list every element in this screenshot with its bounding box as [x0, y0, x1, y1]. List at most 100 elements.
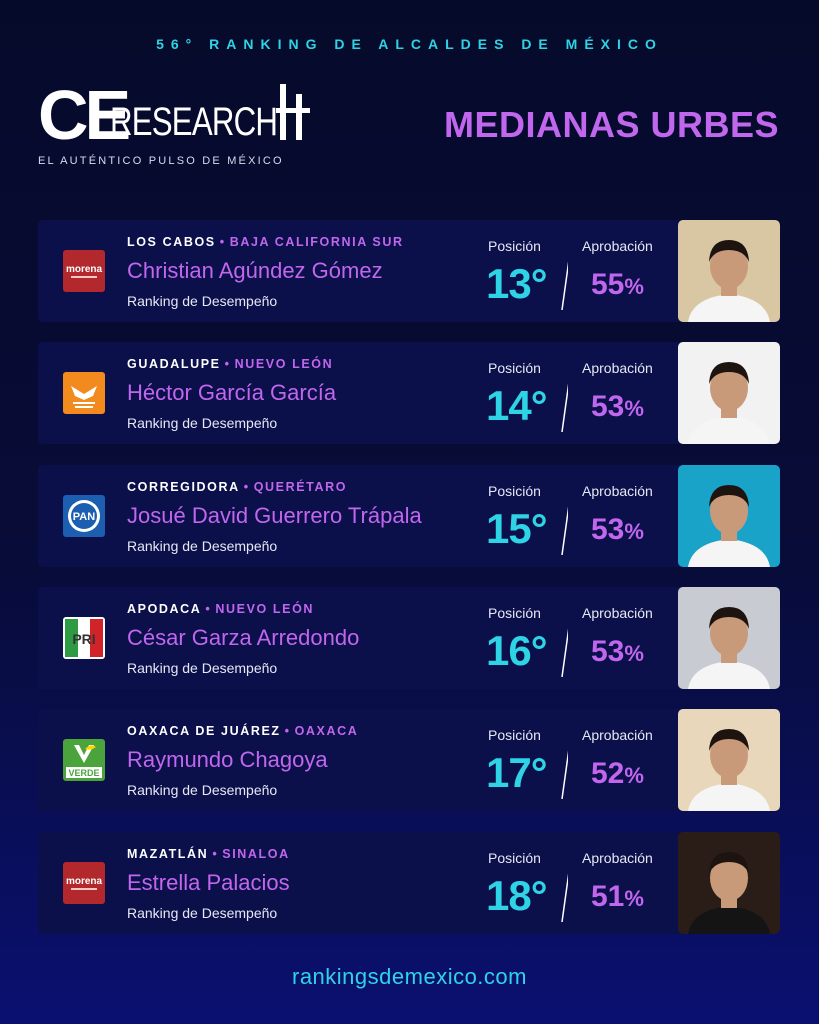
- mayor-photo: [678, 587, 780, 689]
- ranking-subtitle: Ranking de Desempeño: [127, 905, 278, 921]
- separator-dot: •: [284, 724, 291, 738]
- mayor-photo: [678, 342, 780, 444]
- position-label: Posición: [488, 360, 541, 376]
- mayor-name: Héctor García García: [127, 380, 337, 405]
- approval-label: Aprobación: [582, 483, 653, 499]
- state-name: BAJA CALIFORNIA SUR: [229, 235, 404, 249]
- position-label: Posición: [488, 850, 541, 866]
- position-label: Posición: [488, 605, 541, 621]
- separator-dot: •: [243, 480, 250, 494]
- position-value: 13°: [486, 260, 548, 307]
- approval-number: 53: [591, 635, 625, 668]
- separator-dot: •: [219, 235, 226, 249]
- position-label: Posición: [488, 483, 541, 499]
- ranking-subtitle: Ranking de Desempeño: [127, 415, 278, 431]
- svg-text:VERDE: VERDE: [68, 768, 99, 778]
- section-title: MEDIANAS URBES: [443, 104, 779, 145]
- approval-percent-sign: %: [624, 396, 644, 421]
- ranking-edition-title: 56° RANKING DE ALCALDES DE MÉXICO: [156, 36, 663, 52]
- approval-number: 55: [591, 268, 625, 301]
- mayor-card: VERDE OAXACA DE JUÁREZ • OAXACA Raymundo Cha…: [38, 709, 780, 811]
- approval-number: 51: [591, 880, 625, 913]
- separator-dot: •: [212, 847, 219, 861]
- pan-logo-icon: PAN: [63, 495, 105, 537]
- approval-percent-sign: %: [624, 641, 644, 666]
- ranking-subtitle: Ranking de Desempeño: [127, 782, 278, 798]
- ranking-subtitle: Ranking de Desempeño: [127, 660, 278, 676]
- divider-line: [561, 873, 568, 922]
- mayor-photo: [678, 465, 780, 567]
- approval-label: Aprobación: [582, 727, 653, 743]
- approval-percent-sign: %: [624, 886, 644, 911]
- morena-logo-icon: morena: [63, 862, 105, 904]
- svg-text:morena: morena: [66, 264, 103, 275]
- approval-label: Aprobación: [582, 850, 653, 866]
- location: APODACA • NUEVO LEÓN: [127, 602, 314, 616]
- divider-line: [561, 261, 568, 310]
- approval-number: 52: [591, 757, 625, 790]
- city-name: APODACA: [127, 602, 202, 616]
- approval-value: 53%: [591, 635, 644, 669]
- location: OAXACA DE JUÁREZ • OAXACA: [127, 724, 358, 738]
- approval-number: 53: [591, 390, 625, 423]
- separator-dot: •: [205, 602, 212, 616]
- approval-number: 53: [591, 513, 625, 546]
- mayor-photo: [678, 220, 780, 322]
- mayor-name: Christian Agúndez Gómez: [127, 258, 383, 283]
- pri-logo-icon: PRI: [63, 617, 105, 659]
- location: LOS CABOS • BAJA CALIFORNIA SUR: [127, 235, 404, 249]
- approval-label: Aprobación: [582, 360, 653, 376]
- divider-line: [561, 750, 568, 799]
- ranking-subtitle: Ranking de Desempeño: [127, 538, 278, 554]
- logo-tagline: EL AUTÉNTICO PULSO DE MÉXICO: [38, 155, 284, 167]
- separator-dot: •: [224, 357, 231, 371]
- state-name: QUERÉTARO: [253, 480, 348, 494]
- position-label: Posición: [488, 238, 541, 254]
- logo-ce-text: CE: [38, 76, 131, 154]
- approval-value: 55%: [591, 268, 644, 302]
- mayor-name: Estrella Palacios: [127, 870, 290, 895]
- approval-percent-sign: %: [624, 763, 644, 788]
- divider-line: [561, 506, 568, 555]
- city-name: CORREGIDORA: [127, 480, 240, 494]
- city-name: MAZATLÁN: [127, 847, 209, 861]
- mayor-photo: [678, 709, 780, 811]
- logo-bars-icon: [276, 84, 310, 140]
- approval-value: 51%: [591, 880, 644, 914]
- mayor-name: César Garza Arredondo: [127, 625, 360, 650]
- website-link[interactable]: rankingsdemexico.com: [292, 964, 527, 989]
- divider-line: [561, 383, 568, 432]
- mayor-card: PRI APODACA • NUEVO LEÓN César Garza Arredon…: [38, 587, 780, 689]
- mayor-card: PAN CORREGIDORA • QUERÉTARO Josué David Guer…: [38, 465, 780, 567]
- mayor-name: Raymundo Chagoya: [127, 747, 328, 772]
- approval-label: Aprobación: [582, 238, 653, 254]
- state-name: OAXACA: [294, 724, 359, 738]
- position-value: 17°: [486, 749, 548, 796]
- state-name: SINALOA: [222, 847, 290, 861]
- divider-line: [561, 628, 568, 677]
- approval-percent-sign: %: [624, 274, 644, 299]
- approval-percent-sign: %: [624, 519, 644, 544]
- mayor-card: morena LOS CABOS • BAJA CALIFORNIA SUR Chris…: [38, 220, 780, 322]
- mayor-name: Josué David Guerrero Trápala: [127, 503, 422, 528]
- position-value: 15°: [486, 505, 548, 552]
- verde-logo-icon: VERDE: [63, 739, 105, 781]
- morena-logo-icon: morena: [63, 250, 105, 292]
- position-value: 14°: [486, 382, 548, 429]
- city-name: GUADALUPE: [127, 357, 221, 371]
- state-name: NUEVO LEÓN: [215, 602, 315, 616]
- state-name: NUEVO LEÓN: [234, 357, 334, 371]
- approval-label: Aprobación: [582, 605, 653, 621]
- city-name: OAXACA DE JUÁREZ: [127, 724, 281, 738]
- mayor-card: morena MAZATLÁN • SINALOA Estrella Palacios R…: [38, 832, 780, 934]
- svg-text:PRI: PRI: [72, 631, 95, 647]
- svg-text:morena: morena: [66, 876, 103, 887]
- mayor-photo: [678, 832, 780, 934]
- location: CORREGIDORA • QUERÉTARO: [127, 480, 347, 494]
- location: GUADALUPE • NUEVO LEÓN: [127, 357, 333, 371]
- position-value: 16°: [486, 627, 548, 674]
- movimiento-ciudadano-logo-icon: [63, 372, 105, 414]
- approval-value: 53%: [591, 390, 644, 424]
- location: MAZATLÁN • SINALOA: [127, 847, 290, 861]
- approval-value: 52%: [591, 757, 644, 791]
